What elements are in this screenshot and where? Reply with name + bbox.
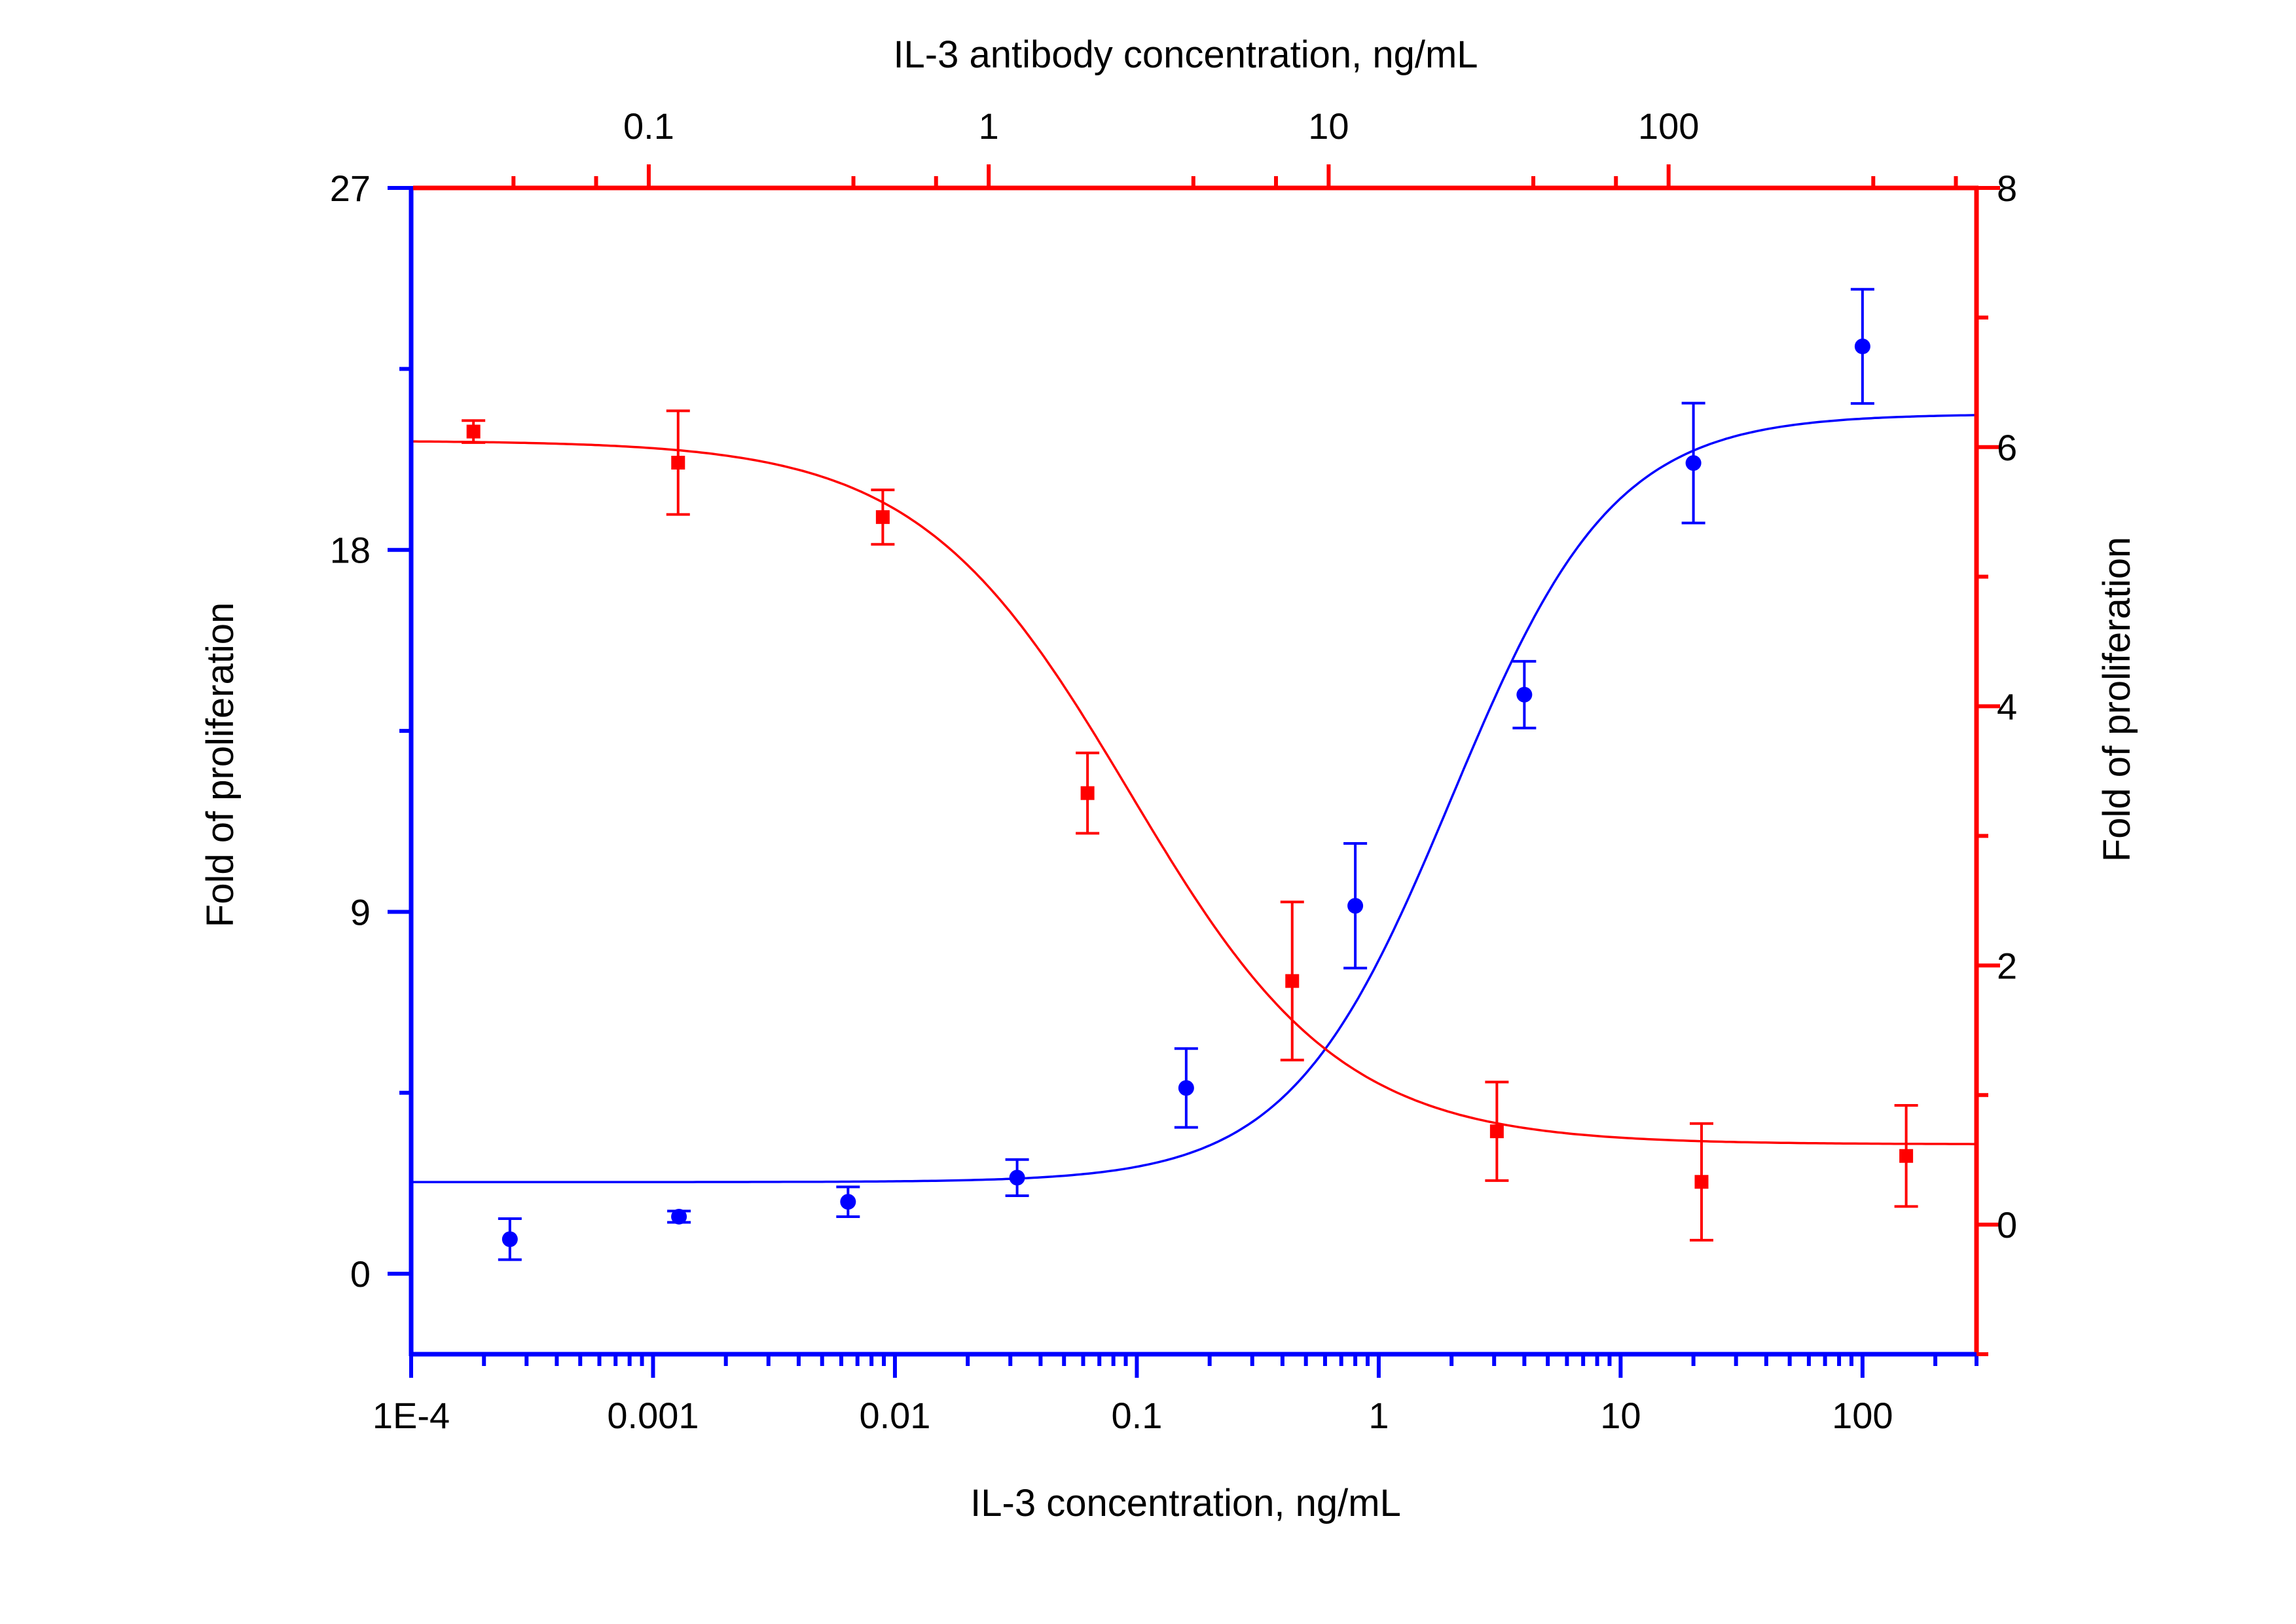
il3-marker	[1009, 1170, 1025, 1186]
antibody-point	[666, 409, 690, 516]
bottom-tick-label: 1E-4	[373, 1395, 450, 1436]
antibody-point	[1485, 1080, 1509, 1182]
antibody-fit-curve	[411, 440, 1977, 1145]
il3-marker	[1347, 898, 1364, 914]
antibody-point	[1894, 1104, 1918, 1208]
antibody-marker	[671, 456, 685, 470]
fit-curves	[411, 414, 1977, 1183]
il3-point	[1005, 1158, 1029, 1198]
il3-marker	[1178, 1080, 1194, 1096]
left-tick-label: 0	[350, 1253, 371, 1295]
left-axis-title: Fold of proliferation	[199, 602, 242, 927]
bottom-tick-label: 0.01	[859, 1395, 930, 1436]
top-axis-title: IL-3 antibody concentration, ng/mL	[893, 33, 1478, 76]
tick-labels: 1E-4 0.001 0.01 0.1 1 10 100 0.1 1 10 100 0 9 18 27 0 2 4…	[330, 105, 2017, 1436]
antibody-point	[1280, 900, 1304, 1061]
right-tick-label: 8	[1997, 168, 2017, 209]
antibody-point	[462, 419, 486, 444]
left-tick-label: 9	[350, 891, 371, 932]
il3-marker	[671, 1208, 687, 1225]
right-tick-label: 6	[1997, 427, 2017, 468]
il3-point	[1681, 401, 1705, 525]
antibody-point	[871, 489, 895, 546]
top-tick-label: 10	[1308, 105, 1349, 147]
bottom-tick-label: 10	[1600, 1395, 1641, 1436]
il3-point	[836, 1185, 860, 1218]
left-tick-label: 27	[330, 168, 371, 209]
il3-point	[1343, 842, 1368, 970]
il3-point	[1850, 287, 1874, 405]
antibody-marker	[875, 510, 890, 525]
antibody-point	[1076, 751, 1100, 835]
antibody-marker	[466, 424, 481, 439]
top-tick-label: 1	[979, 105, 999, 147]
il3-marker	[1854, 338, 1870, 354]
bottom-tick-label: 0.1	[1112, 1395, 1163, 1436]
il3-marker	[840, 1194, 856, 1210]
il3-marker	[1516, 686, 1533, 703]
antibody-marker	[1899, 1149, 1914, 1163]
il3-point	[1512, 659, 1537, 729]
il3-point	[498, 1217, 522, 1261]
right-tick-label: 0	[1997, 1204, 2017, 1246]
il3-point	[1174, 1047, 1198, 1129]
il3-fit-curve	[411, 414, 1977, 1183]
data-points	[462, 287, 1918, 1261]
bottom-axis-title: IL-3 concentration, ng/mL	[970, 1482, 1401, 1524]
antibody-marker	[1285, 974, 1300, 988]
axis-lines	[409, 185, 1979, 1357]
right-tick-label: 4	[1997, 686, 2017, 728]
right-tick-label: 2	[1997, 945, 2017, 986]
il3-marker	[501, 1231, 518, 1247]
bottom-tick-label: 1	[1368, 1395, 1389, 1436]
bottom-tick-label: 0.001	[607, 1395, 699, 1436]
antibody-marker	[1694, 1175, 1709, 1189]
right-axis-title: Fold of proliferation	[2096, 537, 2138, 862]
antibody-marker	[1489, 1124, 1504, 1139]
antibody-marker	[1080, 786, 1095, 800]
bottom-tick-label: 100	[1832, 1395, 1893, 1436]
left-tick-label: 18	[330, 530, 371, 571]
top-tick-label: 100	[1638, 105, 1699, 147]
il3-marker	[1685, 455, 1702, 471]
top-tick-label: 0.1	[623, 105, 674, 147]
antibody-point	[1689, 1122, 1713, 1242]
il3-point	[667, 1208, 691, 1225]
